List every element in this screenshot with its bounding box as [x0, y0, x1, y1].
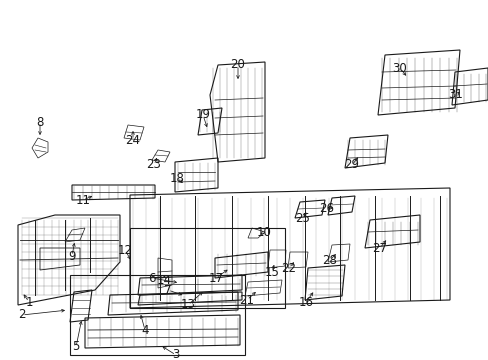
- Text: 30: 30: [392, 62, 407, 75]
- Text: 21: 21: [239, 293, 254, 306]
- Text: 8: 8: [36, 116, 43, 129]
- Text: 26: 26: [319, 202, 334, 215]
- Text: 9: 9: [68, 249, 76, 262]
- Text: 12: 12: [117, 243, 132, 256]
- Text: 10: 10: [256, 225, 271, 238]
- Text: 14: 14: [156, 274, 171, 287]
- Text: 27: 27: [372, 242, 386, 255]
- Text: 29: 29: [344, 158, 359, 171]
- Text: 22: 22: [281, 261, 296, 274]
- Text: 17: 17: [208, 271, 223, 284]
- Text: 1: 1: [25, 296, 33, 309]
- Text: 19: 19: [195, 108, 210, 122]
- Text: 7: 7: [164, 284, 171, 297]
- Text: 24: 24: [125, 134, 140, 147]
- Text: 2: 2: [18, 309, 26, 321]
- Text: 28: 28: [322, 253, 337, 266]
- Text: 25: 25: [295, 211, 310, 225]
- Text: 15: 15: [264, 266, 279, 279]
- Text: 23: 23: [146, 158, 161, 171]
- Text: 3: 3: [172, 348, 179, 360]
- Text: 5: 5: [72, 341, 80, 354]
- Text: 4: 4: [141, 324, 148, 337]
- Text: 6: 6: [148, 271, 156, 284]
- Text: 18: 18: [169, 171, 184, 184]
- Text: 20: 20: [230, 58, 245, 72]
- Text: 16: 16: [298, 296, 313, 309]
- Text: 13: 13: [180, 298, 195, 311]
- Text: 31: 31: [447, 89, 463, 102]
- Text: 11: 11: [75, 194, 90, 207]
